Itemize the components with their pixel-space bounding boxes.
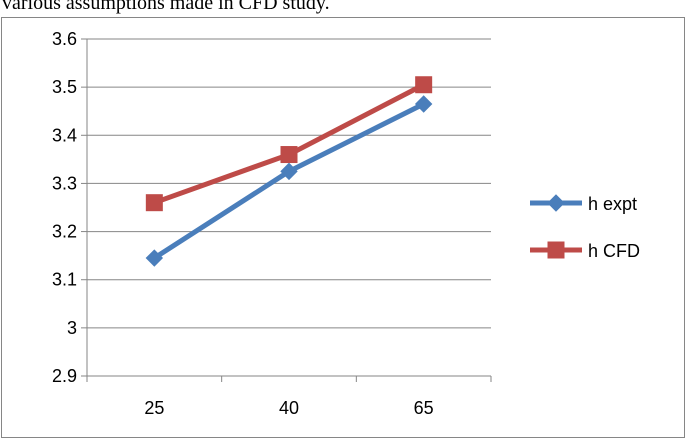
series-1 <box>145 76 433 212</box>
series-0 <box>145 95 433 267</box>
series-line <box>151 82 427 206</box>
data-point <box>145 249 164 267</box>
y-tick-label: 3.5 <box>52 77 77 97</box>
data-point <box>280 146 298 164</box>
series-lines <box>145 76 433 267</box>
data-point <box>145 194 163 212</box>
y-tick-label: 3.1 <box>52 270 77 290</box>
data-point <box>414 95 433 113</box>
y-tick-label: 3 <box>67 318 77 338</box>
y-tick-label: 2.9 <box>52 366 77 386</box>
y-tick-label: 3.4 <box>52 125 77 145</box>
document-text: various assumptions made in CFD study. <box>2 0 330 14</box>
legend-marker <box>547 241 565 259</box>
legend-label: h expt <box>588 194 637 214</box>
x-tick-label: 25 <box>144 398 164 418</box>
y-tick-label: 3.3 <box>52 173 77 193</box>
data-point <box>415 76 433 94</box>
legend-marker <box>547 194 565 212</box>
y-axis-tick-labels: 2.9 3 3.1 3.2 3.3 3.4 3.5 3.6 <box>52 29 77 386</box>
legend-entry: h CFD <box>530 241 640 261</box>
legend: h expt h CFD <box>530 194 640 261</box>
x-tick-label: 65 <box>414 398 434 418</box>
series-line <box>151 101 427 261</box>
data-point <box>280 162 298 181</box>
legend-label: h CFD <box>588 241 640 261</box>
y-tick-label: 3.2 <box>52 222 77 242</box>
y-tick-label: 3.6 <box>52 29 77 49</box>
legend-entry: h expt <box>530 194 637 214</box>
x-tick-label: 40 <box>279 398 299 418</box>
x-axis-tick-labels: 25 40 65 <box>144 398 433 418</box>
axes <box>81 38 492 382</box>
